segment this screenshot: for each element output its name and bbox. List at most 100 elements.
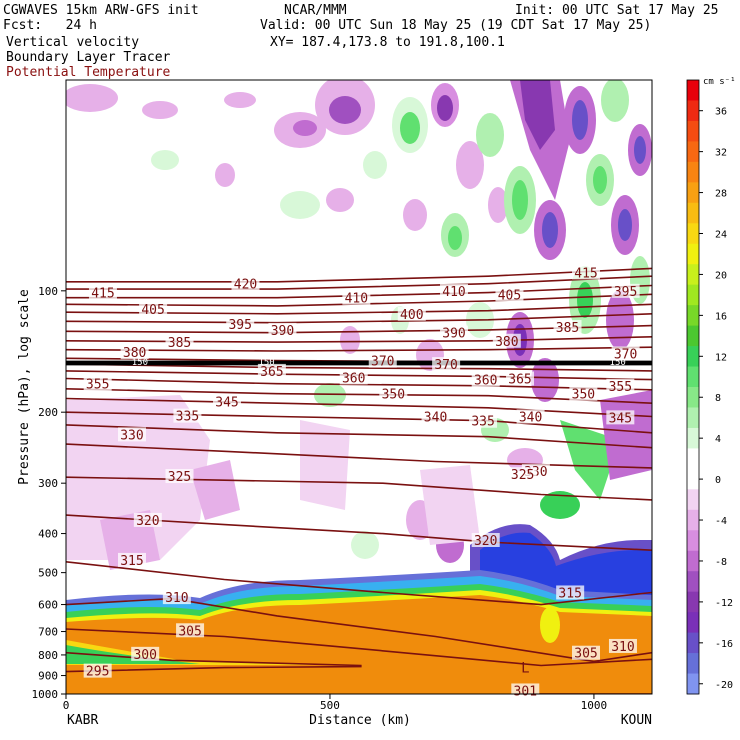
- theta-label: 350: [572, 388, 595, 403]
- theta-label-background: [226, 317, 255, 332]
- theta-label-background: [165, 335, 194, 350]
- theta-label-background: [611, 283, 640, 298]
- colorbar-cell: [687, 673, 699, 695]
- theta-label: 415: [574, 266, 597, 281]
- theta-contour-345: [66, 397, 652, 418]
- theta-label-background: [213, 394, 242, 409]
- colorbar-cell: [687, 182, 699, 204]
- colorbar-tick-label: 0: [715, 475, 721, 486]
- x-tick-label: 1000: [581, 699, 608, 712]
- colorbar-cell: [687, 100, 699, 122]
- theta-label: 405: [141, 303, 164, 318]
- colorbar-cell: [687, 468, 699, 490]
- theta-label: 380: [495, 335, 518, 350]
- theta-label: 330: [120, 428, 143, 443]
- theta-label: 335: [471, 415, 494, 430]
- colorbar-cell: [687, 632, 699, 654]
- theta-label: 320: [474, 534, 497, 549]
- theta-label: 310: [165, 591, 188, 606]
- colorbar-tick-label: 4: [715, 434, 721, 445]
- theta-label-background: [471, 533, 500, 548]
- theta-contour-335: [66, 424, 652, 449]
- y-tick-label: 900: [38, 670, 58, 683]
- colorbar-cell: [687, 325, 699, 347]
- plot-frame: [65, 79, 653, 695]
- colorbar-cell: [687, 653, 699, 675]
- theta-label-background: [133, 512, 162, 527]
- colorbar-tick-label: 16: [715, 311, 727, 322]
- colorbar-frame: [686, 79, 700, 695]
- colorbar-cell: [687, 80, 699, 101]
- x-axis: 0 500 1000: [63, 694, 607, 712]
- theta-label: 385: [168, 336, 191, 351]
- theta-label-background: [397, 306, 426, 321]
- theta-contour-295: [66, 665, 362, 673]
- theta-label-background: [379, 386, 408, 401]
- theta-label-background: [440, 283, 469, 298]
- theta-label-background: [569, 386, 598, 401]
- theta-label: 345: [215, 395, 238, 410]
- low-marker: L: [521, 661, 529, 677]
- theta-contour-340: [66, 411, 652, 434]
- x-tick-label: 500: [320, 699, 340, 712]
- y-tick-label: 200: [38, 406, 58, 419]
- theta-label: 410: [442, 285, 465, 300]
- y-axis-label: Pressure (hPa), log scale: [17, 289, 32, 485]
- theta-label: 310: [611, 640, 634, 655]
- theta-label-background: [440, 325, 469, 340]
- theta-label-background: [162, 590, 191, 605]
- colorbar-cell: [687, 612, 699, 634]
- forecast-hour: Fcst: 24 h: [3, 18, 97, 33]
- theta-label: 340: [519, 411, 542, 426]
- theta-contour-310: [66, 597, 652, 663]
- colorbar-cell: [687, 120, 699, 142]
- theta-label: 325: [168, 470, 191, 485]
- theta-label-background: [173, 408, 202, 423]
- theta-label: 295: [86, 665, 109, 680]
- theta-label: 355: [609, 380, 632, 395]
- theta-label-background: [257, 363, 286, 378]
- colorbar-tick-label: 12: [715, 352, 727, 363]
- colorbar-unit: cm s⁻¹: [703, 77, 736, 87]
- colorbar-tick-label: 32: [715, 148, 727, 159]
- x-axis-label: Distance (km): [309, 713, 411, 728]
- theta-label-background: [432, 357, 461, 372]
- theta-label-background: [421, 409, 450, 424]
- colorbar-cell: [687, 407, 699, 429]
- colorbar-cell: [687, 264, 699, 286]
- theta-contour-395: [66, 313, 652, 324]
- theta-label-background: [572, 645, 601, 660]
- theta-label: 370: [614, 347, 637, 362]
- vertical-velocity-shading: [66, 80, 652, 570]
- theta-label: 300: [133, 648, 156, 663]
- theta-label-background: [471, 372, 500, 387]
- y-tick-label: 700: [38, 626, 58, 639]
- y-axis: 100 200 300 400 500 600 700 800 900 1000: [32, 285, 66, 701]
- theta-label-background: [268, 322, 297, 337]
- theta-label-background: [117, 427, 146, 442]
- colorbar-cell: [687, 571, 699, 593]
- theta-label: 395: [614, 285, 637, 300]
- colorbar-tick-label: 20: [715, 270, 727, 281]
- theta-label: 320: [136, 514, 159, 529]
- theta-contour-415: [66, 275, 652, 290]
- theta-contour-405: [66, 293, 652, 307]
- colorbar-cell: [687, 387, 699, 408]
- theta-label: 315: [558, 586, 581, 601]
- theta-label: 315: [120, 554, 143, 569]
- theta-label: 360: [342, 371, 365, 386]
- theta-label-background: [368, 353, 397, 368]
- colorbar-cell: [687, 202, 699, 224]
- theta-contour-400: [66, 303, 652, 315]
- x-tick-label: 0: [63, 699, 70, 712]
- y-tick-label: 800: [38, 649, 58, 662]
- theta-label: 390: [442, 327, 465, 342]
- theta-label-background: [516, 409, 545, 424]
- colorbar-tick-label: -8: [715, 557, 727, 568]
- theta-label-background: [508, 467, 537, 482]
- theta-label-background: [117, 552, 146, 567]
- potential-temperature-labels: 420 415 405 395 390 385 380 365 360 355 350 345 340 3…: [83, 265, 640, 699]
- colorbar-cell: [687, 161, 699, 183]
- colorbar-cell: [687, 489, 699, 511]
- theta-label-background: [231, 276, 260, 291]
